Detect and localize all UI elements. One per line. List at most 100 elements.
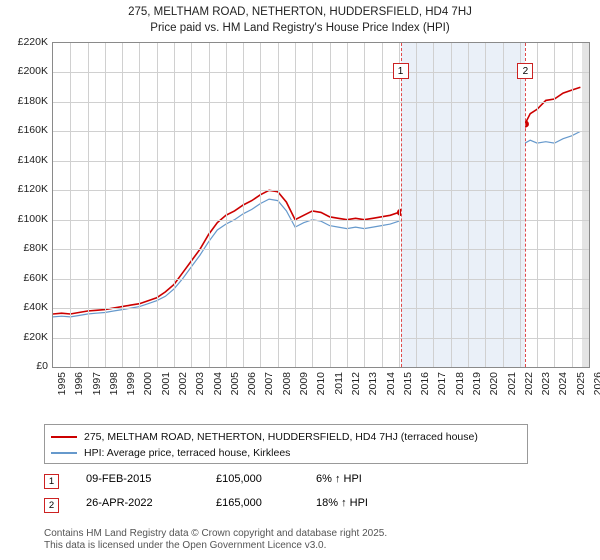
x-axis-tick-label: 2001	[159, 372, 172, 396]
footer-line-1: Contains HM Land Registry data © Crown c…	[44, 528, 388, 539]
gridline-horizontal	[53, 102, 589, 103]
y-axis-tick-label: £200K	[17, 65, 48, 78]
x-axis-tick-label: 2014	[384, 372, 397, 396]
gridline-vertical	[485, 43, 486, 367]
gridline-vertical	[330, 43, 331, 367]
gridline-vertical	[416, 43, 417, 367]
event-marker-1: 1	[392, 63, 409, 79]
y-axis-tick-label: £40K	[23, 301, 48, 314]
x-axis-tick-label: 1995	[56, 372, 68, 396]
x-axis-tick-label: 2017	[436, 372, 449, 396]
legend-label-price-paid: 275, MELTHAM ROAD, NETHERTON, HUDDERSFIE…	[84, 431, 478, 443]
event-marker-2: 2	[517, 63, 534, 79]
x-axis-tick-label: 2015	[401, 372, 414, 396]
x-axis-tick-label: 2026	[592, 372, 600, 396]
gridline-horizontal	[53, 190, 589, 191]
gridline-vertical	[243, 43, 244, 367]
gridline-vertical	[295, 43, 296, 367]
event-index-1: 1	[44, 474, 59, 489]
x-axis-tick-label: 2004	[211, 372, 224, 396]
gridline-horizontal	[53, 338, 589, 339]
x-axis-tick-label: 2025	[574, 372, 587, 396]
footer: Contains HM Land Registry data © Crown c…	[44, 528, 584, 552]
gridline-vertical	[88, 43, 89, 367]
gridline-vertical	[537, 43, 538, 367]
legend-label-hpi: HPI: Average price, terraced house, Kirk…	[84, 447, 291, 459]
chart-legend: 275, MELTHAM ROAD, NETHERTON, HUDDERSFIE…	[44, 424, 528, 464]
event-hpi-1: 6% ↑ HPI	[316, 473, 362, 485]
gridline-vertical	[554, 43, 555, 367]
x-axis-tick-label: 2002	[177, 372, 190, 396]
x-axis-tick-label: 2009	[298, 372, 311, 396]
x-axis-tick-label: 2005	[228, 372, 241, 396]
gridline-vertical	[226, 43, 227, 367]
shaded-region-2	[582, 43, 589, 367]
event-line-1	[400, 43, 402, 367]
gridline-vertical	[70, 43, 71, 367]
y-axis-tick-label: £180K	[17, 94, 48, 107]
x-axis: 1995 1996 1997 1998 1999 2000 2001 2002 2003 2004…	[52, 372, 600, 418]
table-row: 2 26-APR-2022 £165,000 18% ↑ HPI	[44, 496, 544, 520]
x-axis-tick-label: 2013	[367, 372, 380, 396]
gridline-vertical	[174, 43, 175, 367]
gridline-vertical	[572, 43, 573, 367]
x-axis-tick-label: 2019	[470, 372, 483, 396]
y-axis-tick-label: £80K	[23, 242, 48, 255]
gridline-vertical	[191, 43, 192, 367]
y-axis-tick-label: £100K	[17, 212, 48, 225]
y-axis-tick-label: £0	[36, 360, 48, 372]
x-axis-tick-label: 2011	[332, 372, 345, 395]
gridline-vertical	[382, 43, 383, 367]
gridline-vertical	[433, 43, 434, 367]
event-hpi-2: 18% ↑ HPI	[316, 497, 368, 509]
event-date-1: 09-FEB-2015	[86, 473, 152, 485]
x-axis-tick-label: 1999	[125, 372, 138, 396]
title-line-2: Price paid vs. HM Land Registry's House …	[150, 22, 450, 34]
x-axis-tick-label: 2022	[522, 372, 535, 396]
gridline-vertical	[105, 43, 106, 367]
x-axis-tick-label: 2007	[263, 372, 276, 396]
events-table: 1 09-FEB-2015 £105,000 6% ↑ HPI 2 26-APR…	[44, 472, 544, 520]
x-axis-tick-label: 1998	[107, 372, 120, 396]
footer-line-2: This data is licensed under the Open Gov…	[44, 540, 327, 551]
y-axis: £0 £20K £40K £60K £80K £100K £120K £140K £160K £1…	[0, 36, 48, 372]
x-axis-tick-label: 2010	[315, 372, 328, 396]
gridline-horizontal	[53, 161, 589, 162]
gridline-vertical	[209, 43, 210, 367]
gridline-horizontal	[53, 249, 589, 250]
x-axis-tick-label: 1997	[90, 372, 103, 396]
event-line-2	[525, 43, 527, 367]
event-price-2: £165,000	[216, 497, 262, 509]
gridline-vertical	[260, 43, 261, 367]
x-axis-tick-label: 1996	[73, 372, 86, 396]
legend-swatch-price-paid	[51, 436, 77, 438]
shaded-region-1	[400, 43, 526, 367]
gridline-horizontal	[53, 72, 589, 73]
x-axis-tick-label: 2024	[557, 372, 570, 396]
x-axis-tick-label: 2018	[453, 372, 466, 396]
gridline-vertical	[503, 43, 504, 367]
gridline-horizontal	[53, 308, 589, 309]
legend-item-hpi: HPI: Average price, terraced house, Kirk…	[51, 446, 521, 460]
legend-item-price-paid: 275, MELTHAM ROAD, NETHERTON, HUDDERSFIE…	[51, 430, 521, 444]
gridline-vertical	[278, 43, 279, 367]
y-axis-tick-label: £120K	[17, 183, 48, 196]
y-axis-tick-label: £140K	[17, 153, 48, 166]
gridline-horizontal	[53, 131, 589, 132]
table-row: 1 09-FEB-2015 £105,000 6% ↑ HPI	[44, 472, 544, 496]
gridline-vertical	[468, 43, 469, 367]
gridline-vertical	[139, 43, 140, 367]
x-axis-tick-label: 2008	[280, 372, 293, 396]
event-index-2: 2	[44, 498, 59, 513]
legend-swatch-hpi	[51, 452, 77, 454]
y-axis-tick-label: £20K	[23, 330, 48, 343]
gridline-vertical	[157, 43, 158, 367]
x-axis-tick-label: 2006	[246, 372, 259, 396]
x-axis-tick-label: 2023	[540, 372, 553, 396]
event-date-2: 26-APR-2022	[86, 497, 153, 509]
x-axis-tick-label: 2012	[349, 372, 362, 396]
event-price-1: £105,000	[216, 473, 262, 485]
gridline-vertical	[451, 43, 452, 367]
